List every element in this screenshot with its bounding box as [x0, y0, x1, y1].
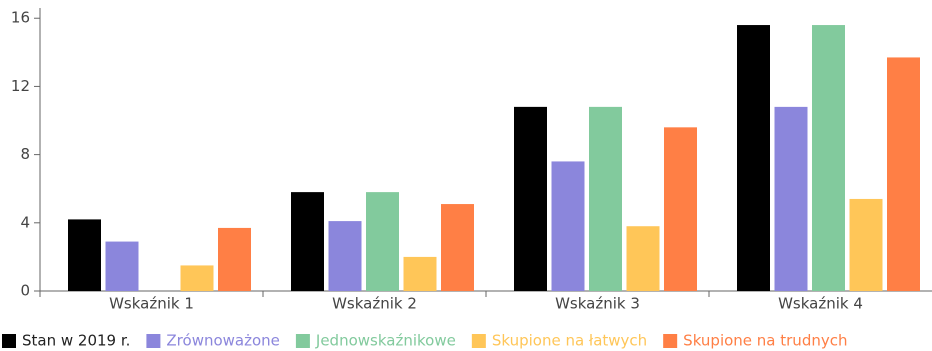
- y-tick-label: 4: [20, 213, 30, 231]
- x-tick-label: Wskaźnik 4: [778, 295, 863, 313]
- y-tick-label: 16: [11, 9, 30, 27]
- legend-swatch: [471, 334, 486, 348]
- bar-4-1[interactable]: [180, 265, 214, 291]
- x-tick-label: Wskaźnik 1: [109, 295, 194, 313]
- legend-swatch: [146, 334, 161, 348]
- x-tick-label: Wskaźnik 2: [332, 295, 417, 313]
- bar-1-4[interactable]: [737, 25, 770, 292]
- bar-5-3[interactable]: [664, 127, 697, 292]
- bar-4-3[interactable]: [626, 226, 660, 291]
- bar-5-1[interactable]: [218, 227, 251, 291]
- bar-5-4[interactable]: [887, 57, 920, 291]
- legend-item[interactable]: Zrównoważone: [146, 332, 280, 350]
- bar-4-2[interactable]: [403, 256, 437, 291]
- legend-label: Jednowskaźnikowe: [315, 332, 456, 350]
- legend-item[interactable]: Stan w 2019 r.: [2, 332, 130, 350]
- bar-2-4[interactable]: [774, 106, 808, 291]
- legend-label: Stan w 2019 r.: [22, 332, 130, 350]
- legend-item[interactable]: Skupione na trudnych: [663, 332, 847, 350]
- bar-1-3[interactable]: [514, 106, 547, 291]
- x-tick-label: Wskaźnik 3: [555, 295, 640, 313]
- y-tick-label: 0: [20, 282, 30, 300]
- legend-swatch: [663, 334, 678, 348]
- legend-item[interactable]: Skupione na łatwych: [471, 332, 647, 350]
- legend-swatch: [2, 334, 16, 348]
- bar-1-2[interactable]: [291, 192, 324, 291]
- x-axis-labels: Wskaźnik 1 Wskaźnik 2 Wskaźnik 3 Wskaźnik 4: [109, 295, 863, 313]
- bar-1-1[interactable]: [68, 219, 101, 291]
- legend-item[interactable]: Jednowskaźnikowe: [295, 332, 456, 350]
- y-tick-label: 8: [20, 145, 30, 163]
- bar-5-2[interactable]: [441, 204, 474, 291]
- legend-swatch: [295, 334, 310, 348]
- chart-legend[interactable]: Stan w 2019 r. Zrównoważone Jednowskaźniko…: [2, 332, 847, 350]
- bar-2-3[interactable]: [551, 161, 585, 291]
- bar-2-1[interactable]: [105, 241, 139, 291]
- bar-3-4[interactable]: [812, 25, 845, 292]
- y-tick-label: 12: [11, 77, 30, 95]
- bar-4-4[interactable]: [849, 198, 883, 291]
- legend-label: Skupione na trudnych: [683, 332, 847, 350]
- chart-bars: [68, 25, 920, 292]
- bar-3-3[interactable]: [589, 106, 622, 291]
- bar-2-2[interactable]: [328, 221, 362, 291]
- legend-label: Skupione na łatwych: [492, 332, 647, 350]
- legend-label: Zrównoważone: [166, 332, 280, 350]
- bar-3-2[interactable]: [366, 192, 399, 291]
